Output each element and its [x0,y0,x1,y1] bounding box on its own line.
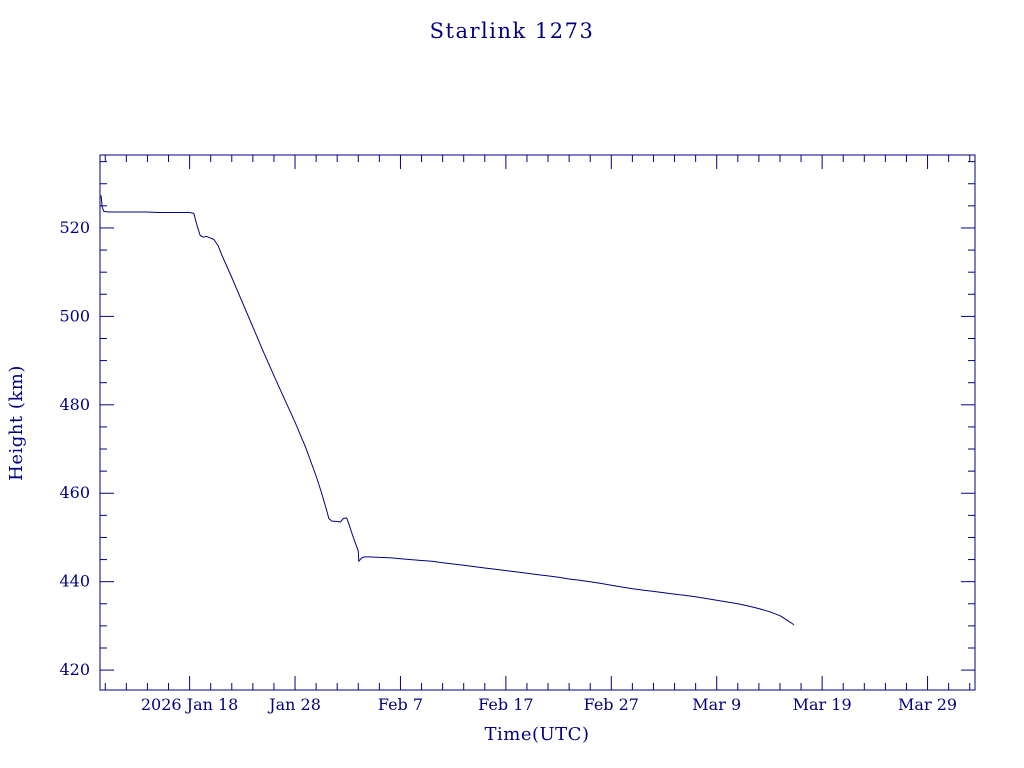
y-axis-title: Height (km) [6,365,27,481]
y-tick-label: 460 [59,483,90,502]
x-tick-label: Feb 27 [584,695,639,714]
y-tick-label: 440 [59,572,90,591]
plot-frame [99,154,976,691]
x-tick-label: Mar 9 [692,695,741,714]
x-tick-label: Feb 17 [478,695,533,714]
chart-title: Starlink 1273 [430,19,595,43]
y-tick-label: 480 [59,395,90,414]
y-tick-label: 520 [59,218,90,237]
x-tick-label: Feb 7 [378,695,423,714]
x-tick-label: Mar 19 [793,695,852,714]
x-tick-label: Jan 28 [267,695,321,714]
x-tick-label: 2026 Jan 18 [141,695,239,714]
x-tick-label: Mar 29 [898,695,957,714]
y-tick-label: 420 [59,660,90,679]
height-series-line [100,195,795,626]
plot-area: 2026 Jan 18 Jan 28 Feb 7 Feb 17 Feb 27 Mar 9 M… [59,154,976,714]
x-axis-title: Time(UTC) [485,724,590,745]
y-tick-label: 500 [59,306,90,325]
